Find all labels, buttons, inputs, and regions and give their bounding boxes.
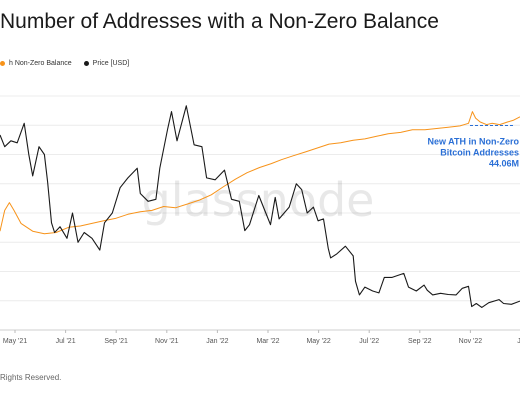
series-line-price: [0, 105, 520, 308]
chart-grid: [0, 95, 520, 331]
chart-title: Number of Addresses with a Non-Zero Bala…: [0, 10, 439, 33]
legend-item-addresses[interactable]: h Non-Zero Balance: [0, 60, 72, 67]
x-tick-label: Sep '21: [104, 338, 128, 345]
x-tick-label: Jan '22: [206, 338, 228, 345]
watermark-text: glassnode: [142, 173, 375, 227]
annotation-line: Bitcoin Addresses: [440, 147, 519, 157]
x-tick-label: May '21: [3, 338, 27, 345]
x-tick-label: Mar '22: [256, 338, 279, 345]
legend-item-price[interactable]: Price [USD]: [83, 59, 130, 67]
x-tick-label: Jul '21: [56, 338, 76, 345]
chart-series: [0, 105, 520, 308]
x-tick-label: May '22: [306, 338, 330, 345]
legend-label-addresses: h Non-Zero Balance: [9, 59, 72, 67]
annotation-line: 44.06M: [489, 158, 519, 168]
footer-copyright: Rights Reserved.: [0, 373, 62, 382]
series-line-addresses: [0, 111, 520, 235]
x-tick-label: Nov '21: [155, 338, 179, 345]
x-tick-label: Jul '22: [359, 338, 379, 345]
chart-legend: h Non-Zero Balance Price [USD]: [0, 57, 141, 69]
x-tick-label: Sep '22: [408, 338, 432, 345]
annotation-line: New ATH in Non-Zero: [428, 136, 520, 146]
legend-label-price: Price [USD]: [92, 59, 130, 67]
legend-swatch-price: [83, 60, 89, 66]
legend-swatch-addresses: [0, 60, 5, 66]
x-tick-label: Ja: [517, 338, 520, 345]
x-tick-label: Nov '22: [459, 338, 483, 345]
x-axis: May '21 Jul '21 Sep '21 Nov '21 Jan '22 Mar '…: [3, 330, 520, 345]
